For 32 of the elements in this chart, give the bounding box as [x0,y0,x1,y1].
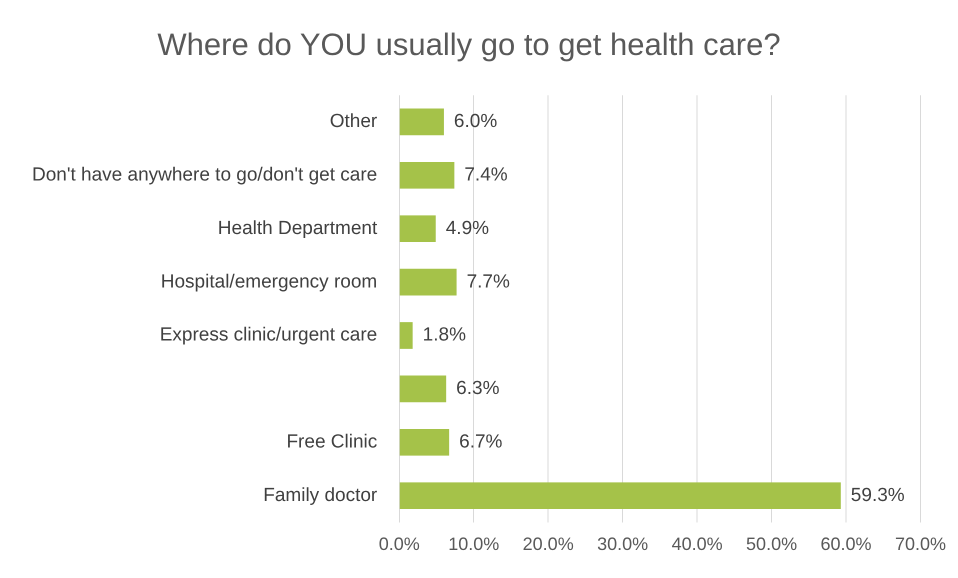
data-label: 6.7% [459,432,503,453]
chart-title: Where do YOU usually go to get health care? [157,27,781,62]
bar [400,322,413,349]
y-tick-label: Free Clinic [286,432,378,453]
data-label: 6.0% [454,111,498,132]
x-tick-label: 60.0% [820,534,872,554]
y-tick-label: Express clinic/urgent care [160,324,378,346]
x-tick-label: 50.0% [746,534,798,554]
data-label: 7.7% [466,271,510,292]
data-label: 7.4% [464,164,508,186]
bar [400,162,454,189]
data-label: 1.8% [422,324,466,346]
data-label: 6.3% [456,378,500,400]
y-tick-label: Other [330,111,378,132]
bar [400,376,446,402]
bar [400,268,457,296]
x-tick-label: 70.0% [894,534,946,554]
x-tick-label: 30.0% [597,534,648,554]
y-tick-label: Don't have anywhere to go/don't get care [32,164,378,186]
x-tick-label: 20.0% [522,534,574,554]
data-label: 4.9% [446,218,490,239]
bar [400,108,444,136]
y-tick-label: Family doctor [263,484,378,506]
bar [400,482,841,510]
bar [400,215,436,242]
x-tick-label: 0.0% [378,534,420,554]
x-tick-label: 40.0% [672,534,723,554]
data-label: 59.3% [850,484,905,506]
y-tick-label: Hospital/emergency room [160,271,378,292]
y-tick-label: Health Department [218,218,378,239]
bar [400,428,450,456]
x-tick-label: 10.0% [448,534,500,554]
